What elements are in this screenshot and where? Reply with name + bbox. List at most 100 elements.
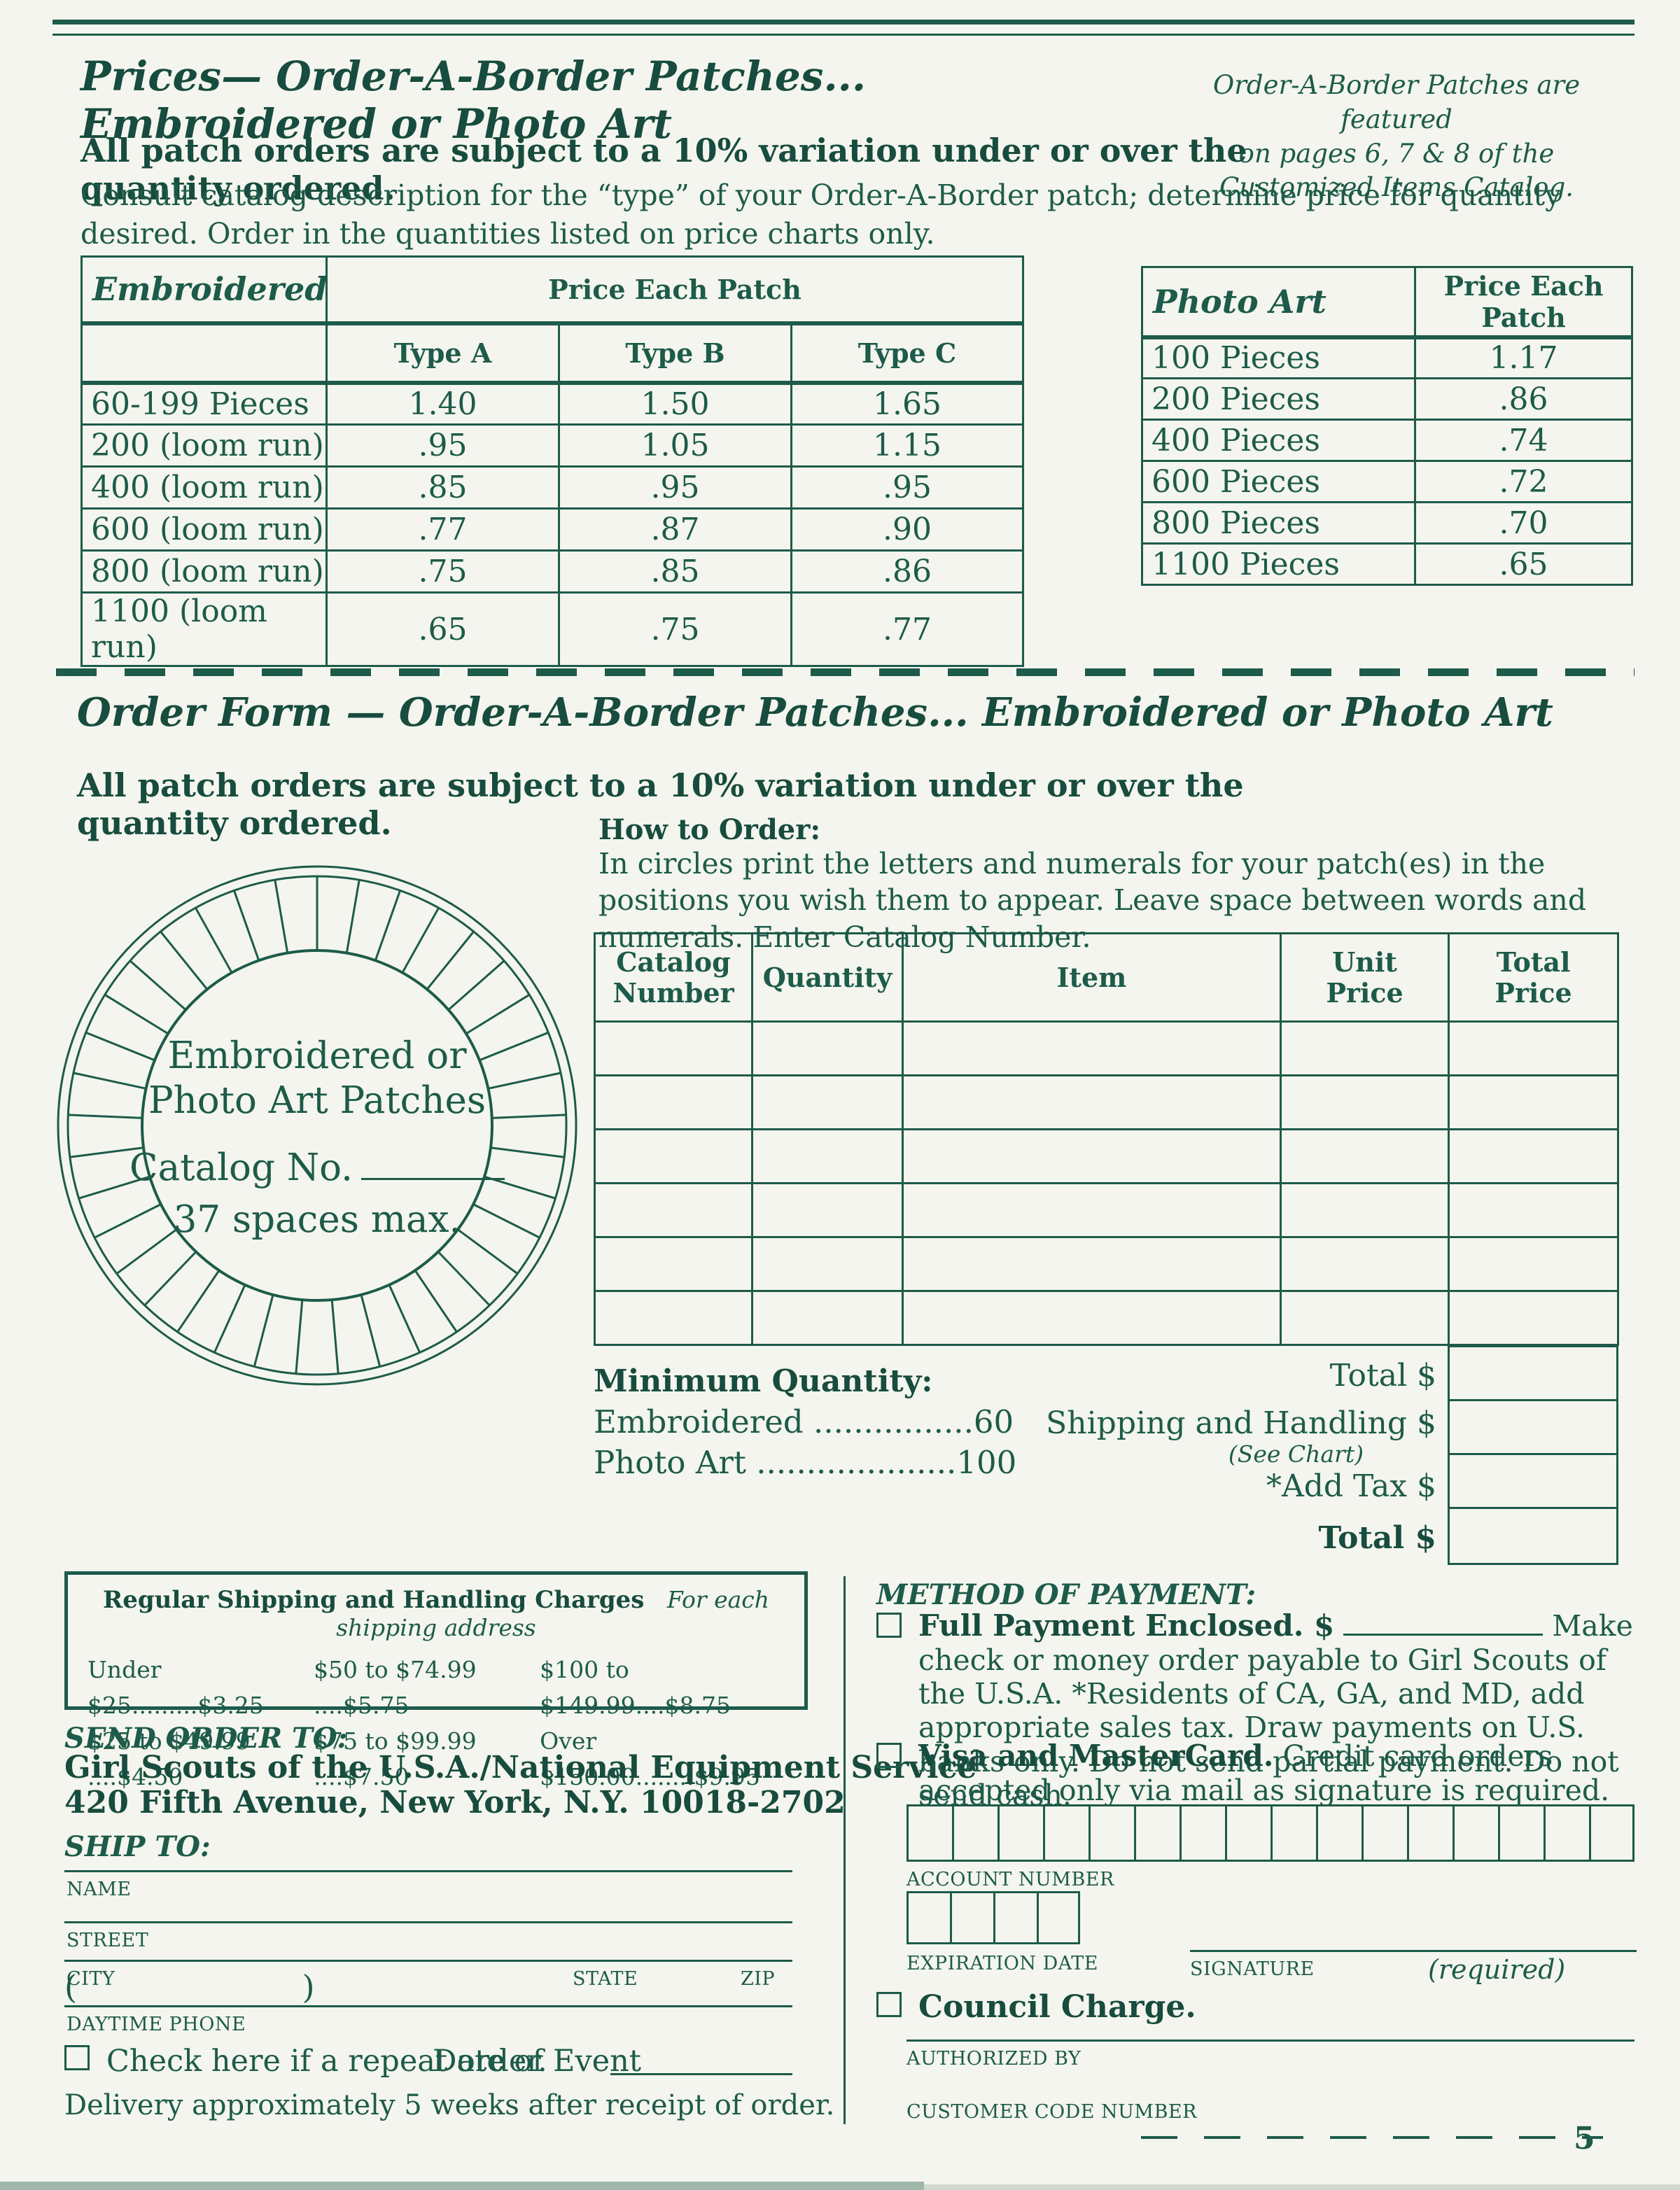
price-a: 1.40 [326, 381, 560, 426]
circle-catalog-label: Catalog No. [130, 1146, 353, 1189]
table-row [594, 1236, 1619, 1292]
quantity-cell[interactable] [751, 1074, 904, 1130]
catalog-number-cell[interactable] [594, 1128, 753, 1184]
name-field[interactable] [64, 1870, 792, 1872]
photo-art-corner-header: Photo Art [1141, 266, 1416, 339]
catalog-number-cell[interactable] [594, 1236, 753, 1292]
repeat-order-checkbox[interactable] [64, 2045, 90, 2070]
table-row: 1100 Pieces .65 [1141, 542, 1633, 586]
total-price-cell[interactable] [1448, 1020, 1619, 1076]
total-amount-box[interactable] [1450, 1347, 1616, 1401]
embroidered-type-b-header: Type B [558, 322, 792, 385]
item-cell[interactable] [902, 1074, 1282, 1130]
qty-label: 100 Pieces [1141, 336, 1416, 379]
expiration-date-boxes[interactable] [906, 1891, 1080, 1944]
header-unit-price: Unit Price [1280, 932, 1450, 1023]
shipping-col-2: $50 to $74.99 ....$5.75 $75 to $99.99 ..… [314, 1652, 540, 1795]
inner-circle [141, 949, 493, 1302]
catalog-number-cell[interactable] [594, 1020, 753, 1076]
total-price-cell[interactable] [1448, 1074, 1619, 1130]
org-address: 420 Fifth Avenue, New York, N.Y. 10018-2… [64, 1785, 846, 1820]
top-rule-thick [52, 20, 1634, 24]
tax-amount-box[interactable] [1450, 1455, 1616, 1509]
item-cell[interactable] [902, 1236, 1282, 1292]
shipping-entry: Over $150.00........$9.95 [540, 1727, 760, 1791]
outer-circle [57, 865, 578, 1386]
catalog-number-cell[interactable] [594, 1290, 753, 1346]
full-payment-checkbox[interactable] [876, 1613, 902, 1638]
daytime-phone-field[interactable] [64, 2005, 792, 2007]
street-label: STREET [66, 1930, 149, 1951]
table-row: 800 Pieces .70 [1141, 501, 1633, 545]
full-payment-option: Full Payment Enclosed. $ Make check or m… [876, 1608, 1639, 1812]
table-row: 100 Pieces 1.17 [1141, 336, 1633, 379]
unit-price-cell[interactable] [1280, 1128, 1450, 1184]
account-number-boxes[interactable] [906, 1804, 1634, 1862]
quantity-cell[interactable] [751, 1020, 904, 1076]
embroidered-blank-header [80, 322, 328, 385]
catalog-number-cell[interactable] [594, 1182, 753, 1238]
qty-label: 800 Pieces [1141, 501, 1416, 545]
embroidered-price-header: Price Each Patch [325, 255, 1025, 325]
price-c: .95 [790, 465, 1025, 510]
photo-art-price-table: Photo Art Price Each Patch 100 Pieces 1.… [1141, 266, 1633, 586]
catalog-number-blank[interactable] [360, 1153, 505, 1180]
quantity-cell[interactable] [751, 1236, 904, 1292]
total-price-cell[interactable] [1448, 1128, 1619, 1184]
city-state-zip-field[interactable] [64, 1960, 792, 1962]
item-cell[interactable] [902, 1182, 1282, 1238]
shipping-amount-box[interactable] [1450, 1401, 1616, 1455]
total-price-cell[interactable] [1448, 1182, 1619, 1238]
embroidered-type-c-header: Type C [790, 322, 1025, 385]
visa-mastercard-text: Credit card orders accepted only via mai… [918, 1739, 1610, 1807]
price-b: 1.50 [558, 381, 792, 426]
council-charge-checkbox[interactable] [876, 1992, 902, 2017]
quantity-cell[interactable] [751, 1290, 904, 1346]
repeat-order-label: Check here if a repeat order. [106, 2044, 547, 2079]
authorized-by-field[interactable] [906, 2040, 1634, 2042]
price-c: 1.65 [790, 381, 1025, 426]
item-cell[interactable] [902, 1128, 1282, 1184]
price-c: .86 [790, 549, 1025, 594]
qty-label: 1100 Pieces [1141, 542, 1416, 586]
item-cell[interactable] [902, 1290, 1282, 1346]
quantity-cell[interactable] [751, 1128, 904, 1184]
how-to-order-heading: How to Order: [598, 813, 821, 846]
item-cell[interactable] [902, 1020, 1282, 1076]
customer-code-field[interactable] [1141, 2136, 1603, 2139]
header-total-price: Total Price [1448, 932, 1619, 1023]
date-of-event-field[interactable] [610, 2073, 792, 2075]
shipping-entry: $100 to $149.99....$8.75 [540, 1656, 732, 1720]
catalog-number-cell[interactable] [594, 1074, 753, 1130]
letter-space-ticks [68, 876, 566, 1374]
price: .70 [1414, 501, 1633, 545]
street-field[interactable] [64, 1921, 792, 1923]
total-label-2: Total $ [1318, 1520, 1436, 1556]
quantity-cell[interactable] [751, 1182, 904, 1238]
expiration-date-label: EXPIRATION DATE [906, 1953, 1099, 1974]
grand-total-box[interactable] [1450, 1509, 1616, 1563]
unit-price-cell[interactable] [1280, 1236, 1450, 1292]
shipping-entry: $25 to $49.99 ....$4.50 [88, 1727, 251, 1791]
table-row: 400 (loom run) .85 .95 .95 [80, 465, 1025, 510]
full-payment-amount-field[interactable] [1343, 1612, 1544, 1636]
patch-circle-diagram[interactable] [52, 861, 582, 1390]
total-price-cell[interactable] [1448, 1290, 1619, 1346]
price-a: .77 [326, 507, 560, 552]
header-item: Item [902, 932, 1282, 1023]
phone-area-code-parens: ( ) [64, 1968, 315, 2006]
shipping-chart-title-row: Regular Shipping and Handling Charges Fo… [68, 1586, 804, 1642]
visa-mastercard-checkbox[interactable] [876, 1743, 902, 1768]
signature-field[interactable] [1190, 1950, 1637, 1952]
unit-price-cell[interactable] [1280, 1182, 1450, 1238]
price-a: .85 [326, 465, 560, 510]
qty-label: 1100 (loom run) [80, 591, 328, 667]
unit-price-cell[interactable] [1280, 1074, 1450, 1130]
price: 1.17 [1414, 336, 1633, 379]
unit-price-cell[interactable] [1280, 1290, 1450, 1346]
price-b: .95 [558, 465, 792, 510]
unit-price-cell[interactable] [1280, 1020, 1450, 1076]
total-price-cell[interactable] [1448, 1236, 1619, 1292]
visa-mastercard-label: Visa and MasterCard. [918, 1739, 1274, 1773]
circle-line2: Photo Art Patches [148, 1079, 486, 1122]
